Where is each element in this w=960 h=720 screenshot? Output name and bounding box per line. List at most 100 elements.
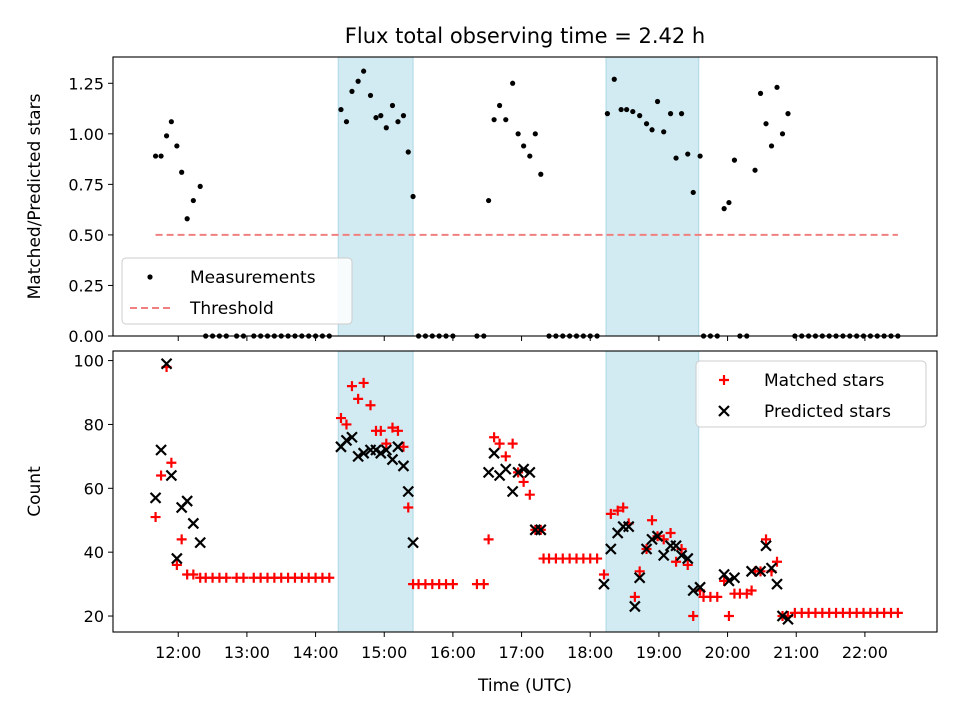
matched-stars-point-31 [358,377,369,388]
matched-stars-point-50 [489,432,500,443]
predicted-stars-point-22 [407,536,419,549]
measurements-point-34 [378,113,384,119]
measurements-point-4 [174,143,180,149]
legend-label-predicted-stars: Predicted stars [764,402,891,422]
measurements-point-28 [343,119,350,125]
measurements-point-96 [779,131,786,137]
measurements-point-88 [731,157,738,163]
measurements-point-82 [697,153,703,159]
measurements-point-49 [486,197,492,204]
matched-stars-point-89 [723,611,734,622]
matched-stars-point-48 [478,579,489,590]
x-tick-label-4: 16:00 [430,643,476,662]
measurements-point-27 [338,106,344,113]
matched-stars-point-26 [324,572,335,583]
predicted-stars-point-43 [657,549,670,562]
y-tick-label-5: 1.25 [68,74,104,93]
matched-stars-point-0 [150,512,161,523]
measurements-point-38 [400,113,407,119]
measurements-point-81 [690,189,696,196]
measurements-point-79 [678,111,685,117]
matched-stars-point-37 [392,425,403,436]
matched-stars-point-79 [665,528,676,539]
predicted-stars-point-52 [728,571,741,584]
x-tick-label-6: 18:00 [567,643,613,662]
measurements-point-57 [532,131,538,137]
predicted-stars-point-17 [380,444,393,456]
shaded-interval-0 [337,350,414,633]
matched-stars-point-49 [483,534,494,545]
measurements-point-73 [643,121,650,127]
matched-stars-point-98 [772,556,783,567]
x-tick-label-7: 19:00 [636,643,682,662]
matched-stars-point-14 [238,572,249,583]
measurements-point-39 [405,149,411,155]
predicted-stars-point-0 [149,492,162,504]
matched-stars-point-53 [507,438,518,449]
predicted-stars-point-27 [506,485,519,498]
series-predicted-stars [149,357,794,626]
legend-swatch-predicted-stars [718,405,730,417]
predicted-stars-point-34 [605,543,617,555]
measurements-point-0 [152,153,159,159]
predicted-stars-point-46 [675,549,688,562]
matched-stars-point-74 [634,566,645,577]
measurements-point-92 [757,90,764,96]
measurements-point-30 [355,78,361,84]
measurements-point-29 [349,88,355,94]
measurements-point-97 [785,111,791,117]
matched-stars-point-67 [592,553,603,564]
predicted-stars-point-45 [670,540,682,552]
measurements-point-67 [604,111,611,117]
measurements-point-71 [630,108,636,115]
measurements-point-33 [373,115,379,121]
legend-box [121,257,353,325]
predicted-stars-point-48 [687,584,700,597]
measurements-point-93 [763,121,769,127]
measurements-point-5 [179,169,185,175]
measurements-point-8 [197,183,203,189]
measurements-point-80 [685,151,691,157]
predicted-stars-point-55 [760,540,772,552]
y-tick-label-2: 60 [84,479,104,498]
matched-stars-point-38 [398,441,409,452]
matched-stars-point-51 [494,438,505,449]
matched-stars-point-4 [171,559,182,570]
legend-swatch-measurements [147,274,153,280]
measurements-point-58 [538,171,544,177]
measurements-point-50 [491,117,497,123]
axes-frame [112,56,938,337]
y-tick-label-1: 40 [84,543,104,562]
measurements-point-31 [361,68,367,74]
measurements-point-72 [637,113,643,119]
predicted-stars-point-24 [488,447,500,459]
measurements-point-37 [395,119,401,125]
matched-stars-point-35 [381,438,392,449]
measurements-point-54 [515,131,521,137]
matched-stars-point-29 [346,381,357,392]
chart-title: Flux total observing time = 2.42 h [345,24,705,48]
y-tick-label-3: 80 [84,415,104,434]
predicted-stars-point-6 [181,495,193,507]
predicted-stars-point-13 [357,447,370,459]
matched-stars-point-7 [188,569,199,580]
y-tick-label-4: 100 [73,352,104,371]
measurements-point-2 [163,133,170,139]
matched-stars-point-30 [353,393,364,404]
x-tick-label-2: 14:00 [293,643,339,662]
measurements-point-3 [168,119,174,125]
measurements-point-56 [527,153,533,159]
predicted-stars-point-1 [155,444,167,456]
matched-stars-point-1 [156,470,167,481]
matched-stars-point-69 [605,508,616,519]
measurements-point-94 [768,143,775,149]
predicted-stars-point-42 [651,530,664,542]
x-axis-label: Time (UTC) [477,676,572,696]
legend-box [695,360,927,428]
measurements-point-35 [383,125,389,131]
predicted-stars-point-57 [771,578,783,590]
matched-stars-point-73 [629,591,640,602]
measurements-point-32 [367,92,374,99]
predicted-stars-point-23 [482,466,495,479]
matched-stars-point-39 [403,502,414,513]
